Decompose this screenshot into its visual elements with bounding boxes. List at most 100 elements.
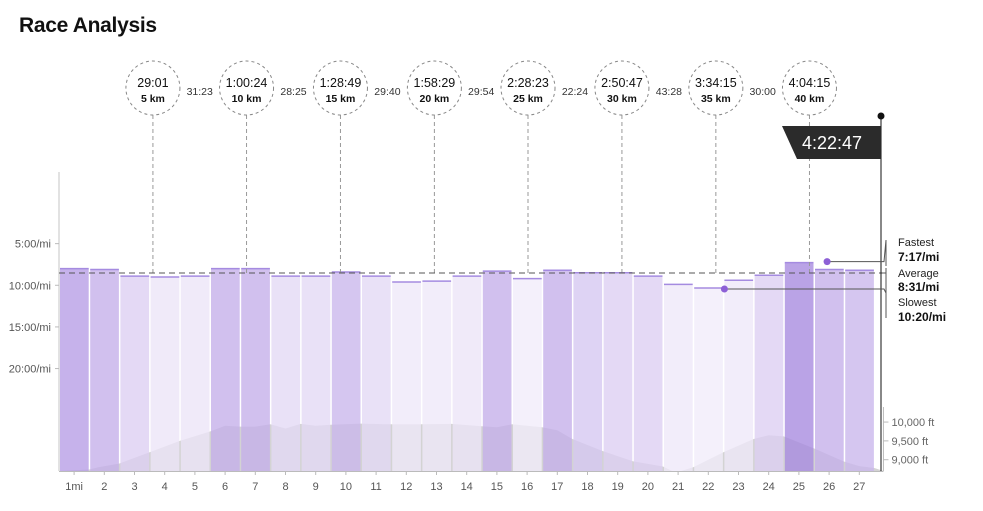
slowest-value: 10:20/mi <box>898 310 946 324</box>
split-distance: 30 km <box>607 93 637 105</box>
pace-bar <box>331 272 361 471</box>
pace-bar <box>90 269 119 471</box>
average-label: Average <box>898 268 939 280</box>
x-tick-label: 11 <box>370 481 381 493</box>
split-distance: 20 km <box>419 93 449 105</box>
elevation-tick-label: 9,000 ft <box>891 455 928 467</box>
x-tick-label: 25 <box>793 481 805 493</box>
splits-layer: 29:01 5 km 1:00:24 10 km 1:28:49 15 km 1:58:29… <box>125 60 837 273</box>
x-tick-label: 27 <box>853 481 865 493</box>
finish-time-flag <box>782 126 881 159</box>
pace-bar <box>633 276 663 471</box>
split-time: 3:34:15 <box>695 76 737 90</box>
x-tick-label: 20 <box>642 481 654 493</box>
pace-bars-layer <box>60 261 874 471</box>
split-interval: 43:28 <box>656 86 682 98</box>
split-interval: 29:54 <box>468 86 494 98</box>
x-tick-label: 15 <box>491 481 503 493</box>
y-tick-label: 10:00/mi <box>9 280 51 292</box>
split-time: 1:00:24 <box>226 76 268 90</box>
pace-bar <box>241 268 270 471</box>
split-interval: 28:25 <box>280 86 306 98</box>
average-connector <box>883 268 887 293</box>
pace-bar <box>784 262 814 471</box>
x-tick-label: 26 <box>823 481 835 493</box>
slowest-label: Slowest <box>898 297 937 309</box>
pace-bar <box>815 269 844 471</box>
x-tick-label: 6 <box>222 481 228 493</box>
pace-bar <box>573 272 603 471</box>
pace-bar <box>180 276 210 471</box>
fastest-connector <box>827 239 887 266</box>
x-tick-label: 13 <box>430 481 442 493</box>
pace-bar <box>664 284 693 471</box>
y-tick-label: 20:00/mi <box>9 364 51 376</box>
x-tick-label: 9 <box>313 481 319 493</box>
pace-bar <box>271 276 301 471</box>
y-tick-label: 15:00/mi <box>9 322 51 334</box>
split-time: 2:28:23 <box>507 76 549 90</box>
split-distance: 10 km <box>232 93 262 105</box>
split-time: 2:50:47 <box>601 76 643 90</box>
pace-bar <box>754 275 784 471</box>
split-distance: 15 km <box>326 93 356 105</box>
split-circle <box>688 60 744 116</box>
split-distance: 40 km <box>795 93 825 105</box>
split-time: 4:04:15 <box>789 76 831 90</box>
x-tick-label: 3 <box>131 481 137 493</box>
fastest-marker <box>823 258 831 266</box>
pace-bar <box>603 272 633 471</box>
pace-bar <box>362 276 391 471</box>
x-tick-label: 22 <box>702 481 714 493</box>
elevation-tick-label: 9,500 ft <box>891 436 928 448</box>
elevation-tick-label: 10,000 ft <box>891 417 934 429</box>
x-tick-label: 8 <box>282 481 288 493</box>
page-title: Race Analysis <box>19 14 157 37</box>
split-circle <box>781 60 837 116</box>
split-circle <box>594 60 650 116</box>
x-tick-label: 19 <box>612 481 624 493</box>
slowest-marker <box>720 285 728 293</box>
split-interval: 22:24 <box>562 86 588 98</box>
pace-bar <box>150 277 180 471</box>
x-tick-label: 7 <box>252 481 258 493</box>
x-tick-label: 23 <box>732 481 744 493</box>
fastest-value: 7:17/mi <box>898 250 939 264</box>
pace-bar <box>845 270 874 471</box>
fastest-label: Fastest <box>898 237 934 249</box>
split-time: 29:01 <box>137 76 168 90</box>
pace-bar <box>422 281 452 471</box>
split-distance: 35 km <box>701 93 731 105</box>
split-circle <box>406 60 462 116</box>
split-circle <box>125 60 181 116</box>
split-distance: 5 km <box>141 93 165 105</box>
split-time: 1:58:29 <box>414 76 456 90</box>
x-tick-label: 18 <box>581 481 593 493</box>
x-tick-label: 24 <box>763 481 775 493</box>
pace-bar <box>211 268 240 471</box>
slowest-connector <box>724 288 887 318</box>
split-circle <box>312 60 368 116</box>
pace-bar <box>543 270 572 471</box>
pace-bar <box>60 268 89 471</box>
pace-bar <box>482 271 512 471</box>
finish-time-label: 4:22:47 <box>802 133 862 153</box>
pace-bar <box>301 276 331 471</box>
split-circle <box>219 60 275 116</box>
split-interval: 30:00 <box>750 86 776 98</box>
pace-bar <box>392 282 421 471</box>
finish-dot <box>877 112 885 120</box>
split-interval: 31:23 <box>187 86 213 98</box>
pace-bar <box>513 278 542 471</box>
x-tick-label: 2 <box>101 481 107 493</box>
pace-bar <box>724 280 754 471</box>
average-value: 8:31/mi <box>898 280 939 294</box>
pace-bar <box>452 276 482 471</box>
x-tick-label: 5 <box>192 481 198 493</box>
pace-bar <box>694 288 723 471</box>
pace-bar <box>120 276 150 471</box>
x-tick-label: 14 <box>461 481 473 493</box>
